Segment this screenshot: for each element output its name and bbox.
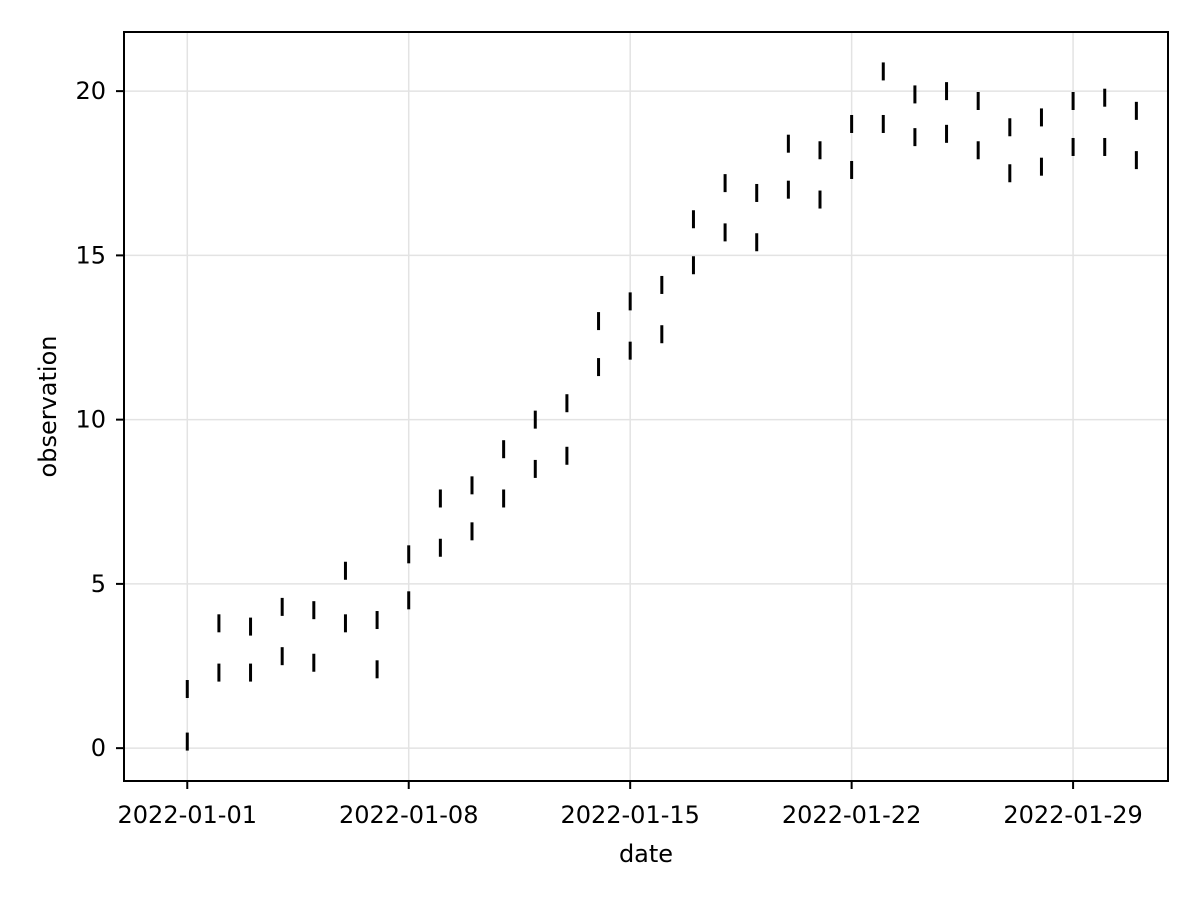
y-tick-label: 10 — [75, 406, 106, 434]
y-tick-label: 0 — [91, 734, 106, 762]
y-tick-label: 5 — [91, 570, 106, 598]
y-tick-label: 20 — [75, 77, 106, 105]
x-tick-label: 2022-01-15 — [560, 801, 699, 829]
x-tick-label: 2022-01-01 — [118, 801, 257, 829]
plot-frame — [123, 31, 1169, 782]
y-axis-title: observation — [34, 336, 62, 478]
x-tick-label: 2022-01-22 — [782, 801, 921, 829]
y-tick-label: 15 — [75, 241, 106, 269]
y-axis-ticks: 0 5 10 15 20 — [75, 77, 124, 762]
data-marks — [185, 62, 1138, 751]
x-tick-label: 2022-01-08 — [339, 801, 478, 829]
x-axis-title: date — [619, 840, 673, 868]
x-axis-ticks: 2022-01-01 2022-01-08 2022-01-15 2022-01-22… — [118, 781, 1143, 829]
grid-lines — [124, 32, 1168, 781]
x-tick-label: 2022-01-29 — [1003, 801, 1142, 829]
